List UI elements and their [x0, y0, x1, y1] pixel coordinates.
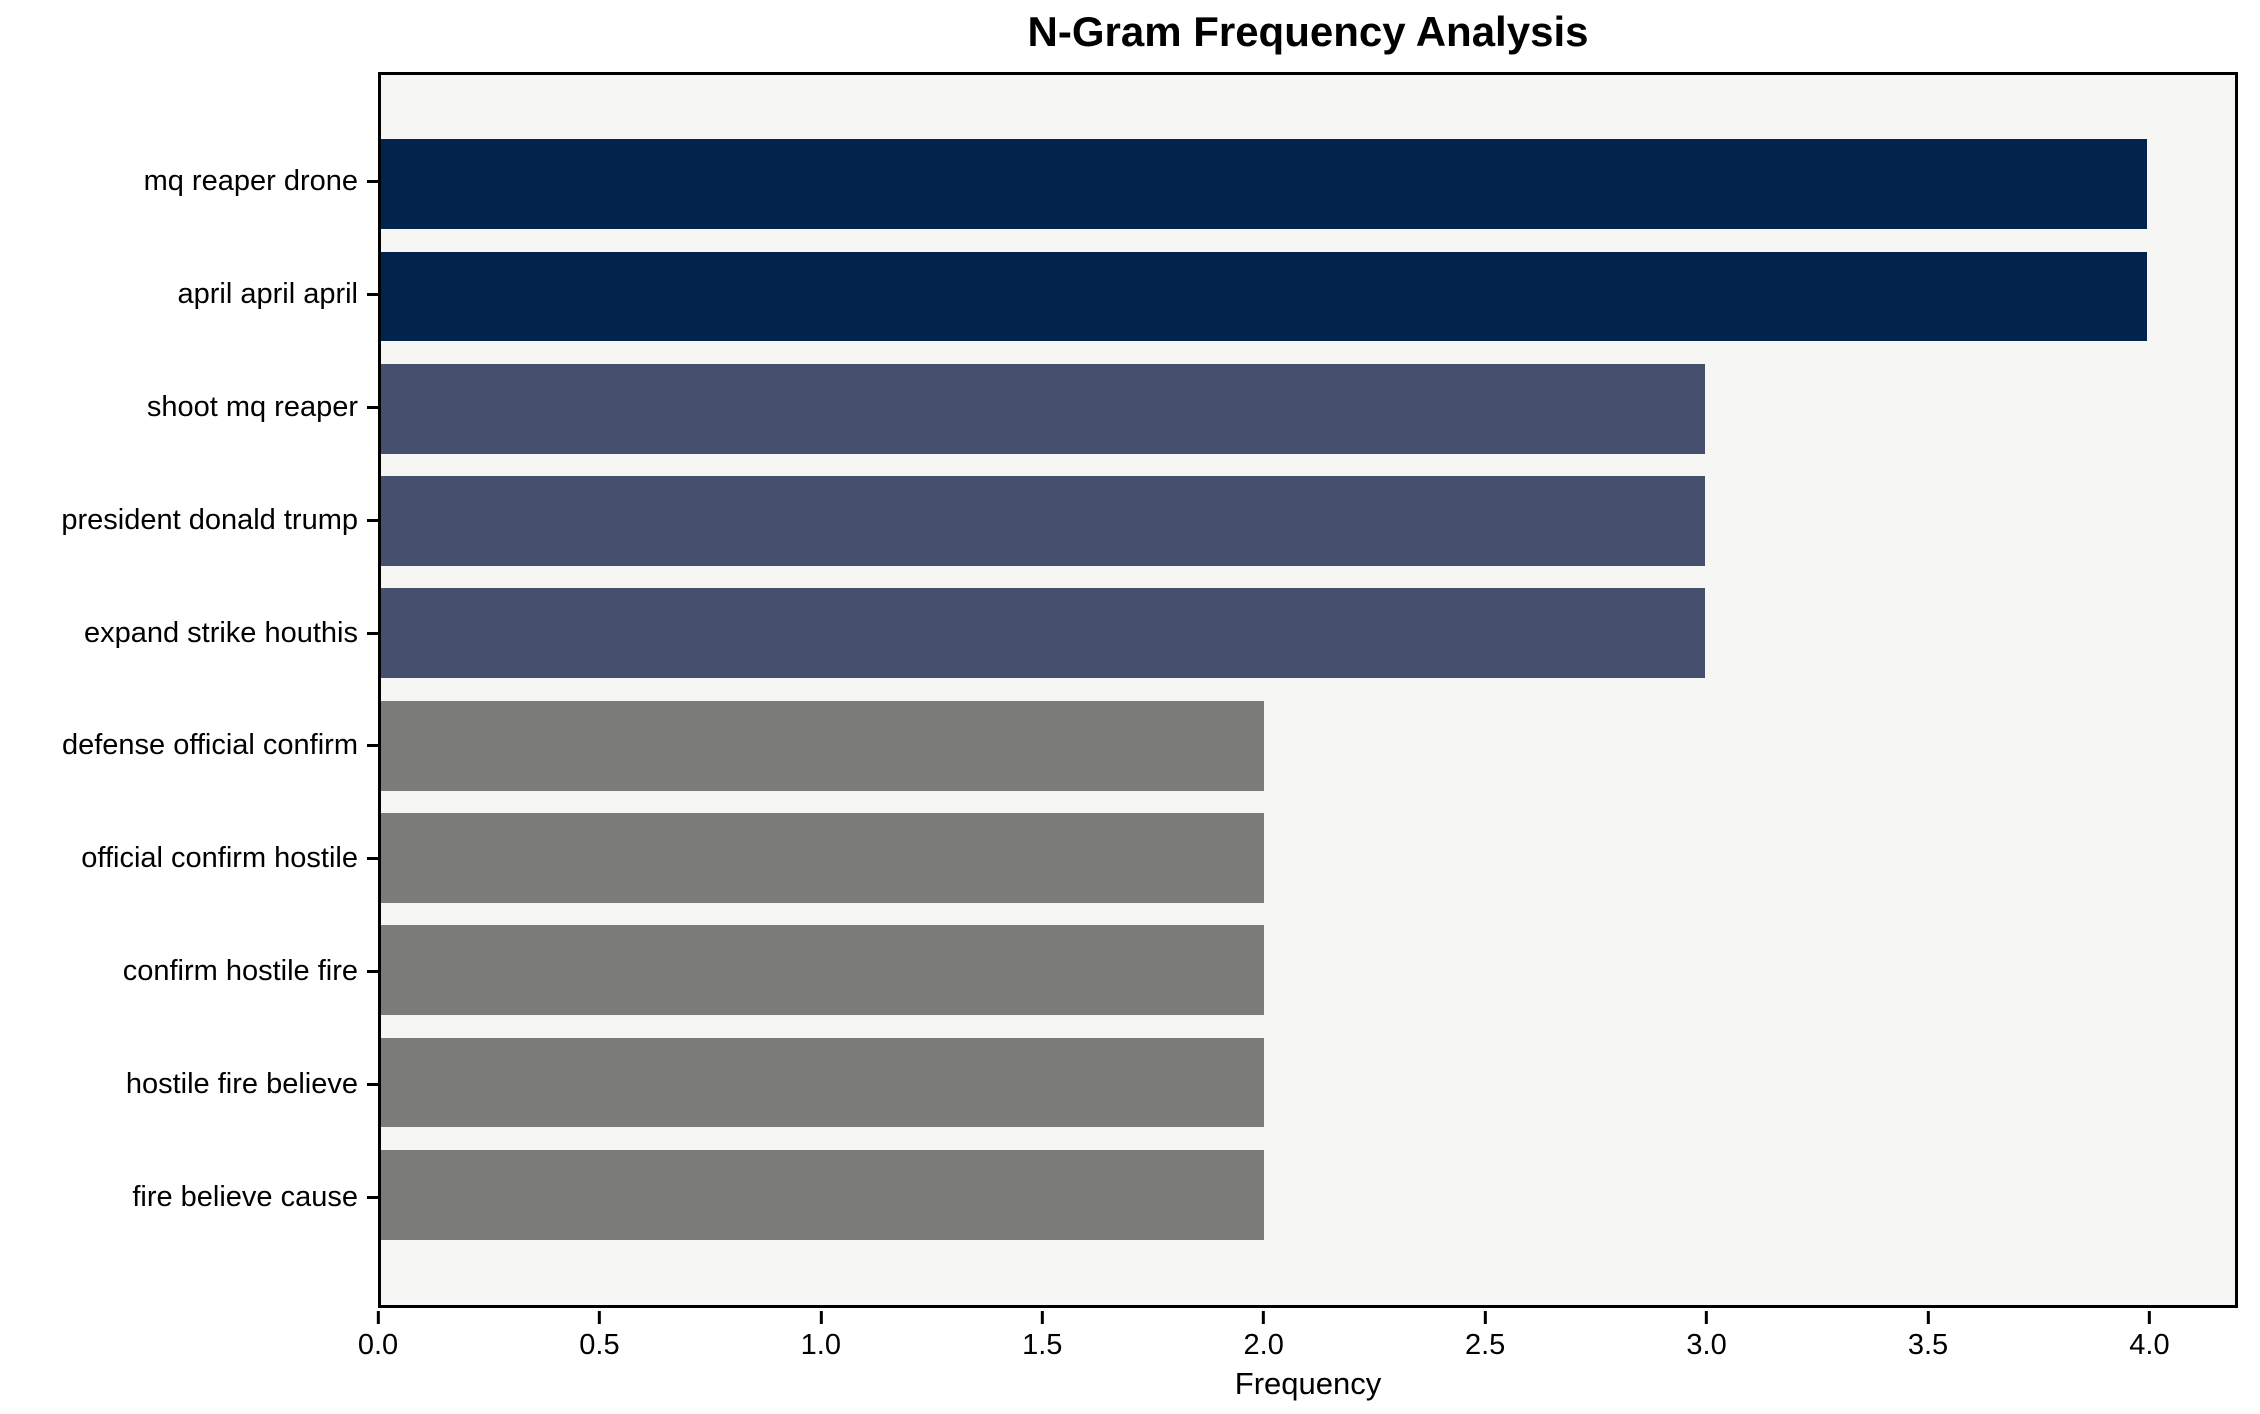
y-tick-row: president donald trump [0, 464, 378, 577]
y-tick-row: fire believe cause [0, 1141, 378, 1254]
y-tick-mark [367, 405, 378, 409]
bar-row [381, 689, 2235, 801]
x-tick: 1.0 [801, 1311, 841, 1362]
x-tick-mark [1926, 1311, 1930, 1324]
bar [381, 700, 1264, 791]
x-tick-mark [597, 1311, 601, 1324]
y-tick-row: official confirm hostile [0, 802, 378, 915]
y-tick-label: mq reaper drone [143, 164, 358, 197]
bar-row [381, 465, 2235, 577]
x-tick: 2.5 [1465, 1311, 1505, 1362]
bar-row [381, 914, 2235, 1026]
y-tick-label: april april april [177, 277, 358, 310]
y-tick-mark [367, 631, 378, 635]
x-tick-label: 4.0 [2129, 1329, 2170, 1361]
y-tick-mark [367, 518, 378, 522]
y-tick-label: confirm hostile fire [122, 955, 358, 988]
bar [381, 813, 1264, 903]
x-tick-mark [1040, 1311, 1044, 1324]
y-tick-label: expand strike houthis [83, 616, 358, 649]
y-tick-mark [367, 857, 378, 861]
bar-row [381, 240, 2235, 352]
x-tick: 4.0 [2129, 1311, 2170, 1362]
bar-row [381, 1139, 2235, 1251]
y-tick-mark [367, 744, 378, 748]
y-tick-label: shoot mq reaper [146, 390, 358, 423]
bar-row [381, 1026, 2235, 1138]
x-tick-label: 2.0 [1243, 1329, 1284, 1361]
y-tick-mark [367, 1083, 378, 1087]
bar [381, 1149, 1264, 1240]
x-tick: 3.5 [1908, 1311, 1948, 1362]
x-tick-label: 3.5 [1907, 1329, 1949, 1361]
plot-area [378, 72, 2238, 1308]
y-tick-mark [367, 970, 378, 974]
y-tick-mark [367, 292, 378, 296]
x-tick: 1.5 [1022, 1311, 1062, 1362]
x-tick-label: 0.0 [357, 1329, 399, 1361]
x-tick-label: 2.5 [1464, 1329, 1506, 1361]
x-tick-label: 3.0 [1686, 1329, 1727, 1361]
x-tick-mark [1483, 1311, 1487, 1324]
bar [381, 139, 2147, 230]
bar [381, 251, 2147, 342]
x-tick-mark [2147, 1311, 2151, 1324]
y-tick-row: confirm hostile fire [0, 915, 378, 1028]
bar [381, 588, 1706, 679]
y-tick-label: defense official confirm [61, 729, 358, 762]
x-tick-mark [1705, 1311, 1709, 1324]
bar-row [381, 802, 2235, 914]
bar [381, 925, 1264, 1016]
y-tick-label: fire believe cause [132, 1181, 358, 1214]
y-tick-label: president donald trump [61, 503, 358, 536]
y-axis-labels: mq reaper drone april april april shoot mq… [0, 125, 378, 1254]
y-tick-row: hostile fire believe [0, 1028, 378, 1141]
y-tick-row: april april april [0, 238, 378, 351]
x-tick-label: 1.5 [1022, 1329, 1063, 1361]
bars-area [381, 128, 2235, 1251]
x-tick: 0.5 [579, 1311, 620, 1362]
bar [381, 476, 1706, 566]
y-tick-row: defense official confirm [0, 690, 378, 803]
bar [381, 363, 1706, 454]
y-tick-mark [367, 1196, 378, 1200]
bar-row [381, 128, 2235, 240]
x-tick-mark [376, 1311, 380, 1324]
bar-row [381, 353, 2235, 465]
y-tick-mark [367, 179, 378, 183]
y-tick-label: official confirm hostile [81, 842, 358, 875]
x-tick-mark [819, 1311, 823, 1324]
y-tick-label: hostile fire believe [125, 1068, 358, 1101]
x-tick: 3.0 [1686, 1311, 1727, 1362]
bar-row [381, 577, 2235, 689]
x-tick: 0.0 [358, 1311, 398, 1362]
x-axis-title: Frequency [1234, 1366, 1382, 1401]
x-tick-mark [1262, 1311, 1266, 1324]
x-tick: 2.0 [1244, 1311, 1284, 1362]
x-tick-label: 1.0 [800, 1329, 842, 1361]
bar [381, 1037, 1264, 1128]
y-tick-row: shoot mq reaper [0, 351, 378, 464]
x-tick-label: 0.5 [579, 1329, 620, 1361]
y-tick-row: expand strike houthis [0, 577, 378, 690]
y-tick-row: mq reaper drone [0, 125, 378, 238]
chart-title: N-Gram Frequency Analysis [1027, 8, 1589, 55]
x-axis: 0.0 0.5 1.0 1.5 2.0 2.5 3.0 3.5 4.0 [358, 1311, 2238, 1371]
